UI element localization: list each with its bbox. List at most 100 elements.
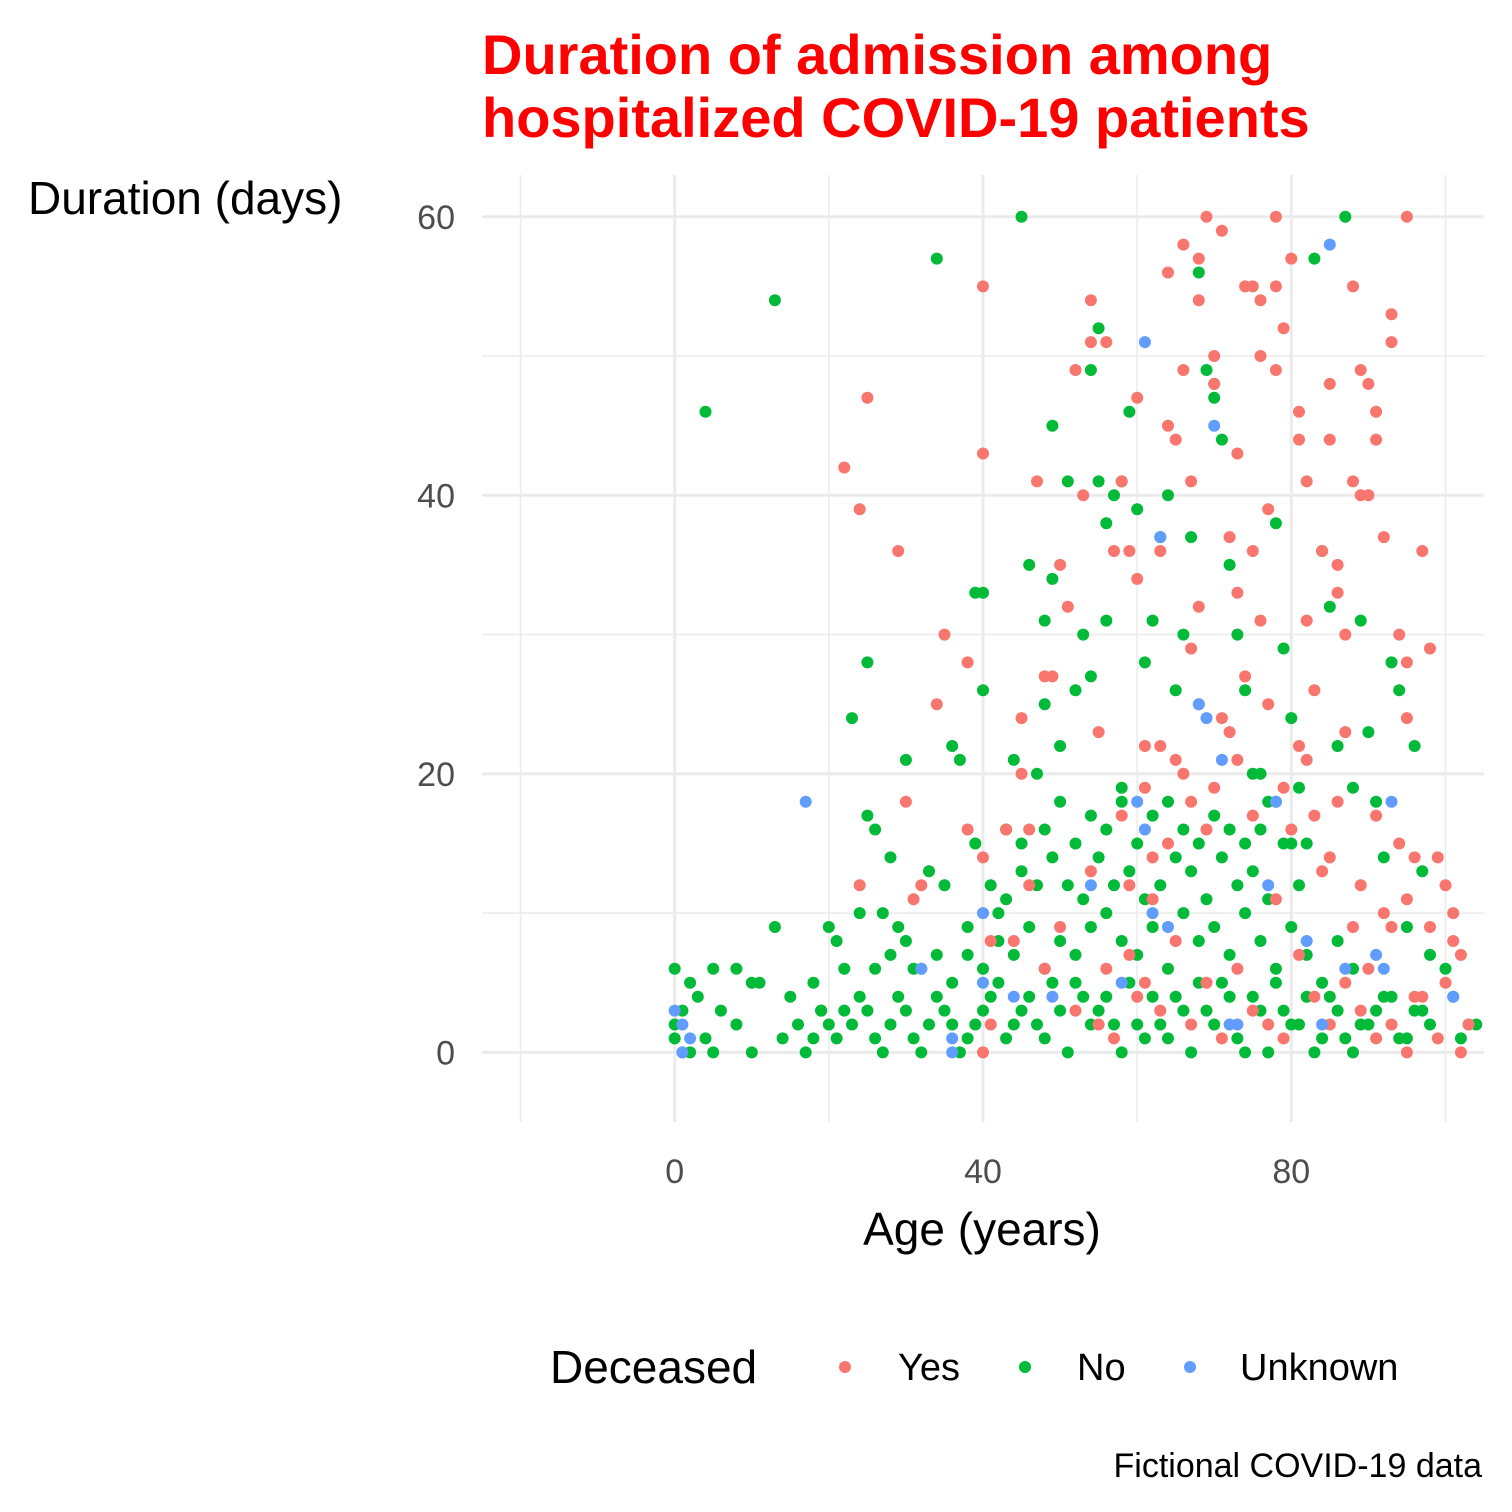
data-point-no bbox=[691, 990, 704, 1003]
data-point-no bbox=[899, 935, 912, 947]
data-point-yes bbox=[1400, 210, 1413, 223]
data-point-no bbox=[861, 656, 874, 669]
data-point-no bbox=[1169, 990, 1182, 1003]
data-point-no bbox=[1370, 795, 1383, 808]
data-point-no bbox=[1115, 795, 1128, 808]
data-point-yes bbox=[1123, 948, 1136, 961]
data-point-unknown bbox=[676, 1046, 689, 1059]
data-point-yes bbox=[1146, 851, 1159, 864]
data-point-yes bbox=[853, 879, 866, 892]
data-point-no bbox=[1208, 391, 1221, 404]
data-point-no bbox=[892, 921, 905, 933]
data-point-yes bbox=[1092, 726, 1105, 739]
data-point-no bbox=[1046, 572, 1059, 585]
legend-key-yes bbox=[839, 1361, 851, 1373]
data-point-yes bbox=[977, 851, 989, 864]
data-point-unknown bbox=[915, 962, 928, 975]
data-point-no bbox=[1223, 948, 1236, 961]
data-point-no bbox=[853, 907, 866, 920]
data-point-yes bbox=[1462, 1018, 1475, 1031]
data-point-unknown bbox=[946, 1032, 959, 1045]
data-point-no bbox=[869, 1032, 882, 1045]
data-point-no bbox=[1316, 976, 1329, 989]
data-point-yes bbox=[1439, 976, 1452, 989]
data-point-yes bbox=[1293, 405, 1305, 418]
data-point-no bbox=[1162, 489, 1174, 502]
data-point-yes bbox=[1362, 489, 1375, 502]
data-point-yes bbox=[1269, 280, 1282, 293]
data-point-no bbox=[1277, 642, 1290, 655]
data-point-no bbox=[784, 990, 797, 1003]
data-point-no bbox=[1146, 809, 1159, 822]
data-point-yes bbox=[1162, 419, 1174, 432]
data-point-no bbox=[1285, 712, 1298, 725]
data-point-yes bbox=[1323, 377, 1336, 390]
data-point-no bbox=[892, 990, 905, 1003]
data-point-yes bbox=[1031, 475, 1043, 488]
data-point-no bbox=[1177, 823, 1190, 836]
data-point-no bbox=[1146, 990, 1159, 1003]
data-point-no bbox=[1347, 1046, 1359, 1059]
data-point-yes bbox=[1262, 1018, 1275, 1031]
data-point-yes bbox=[1300, 475, 1313, 488]
data-point-unknown bbox=[1215, 753, 1228, 766]
data-point-no bbox=[1115, 1046, 1128, 1059]
data-point-yes bbox=[838, 461, 851, 474]
data-point-yes bbox=[1223, 531, 1236, 544]
data-point-yes bbox=[1223, 726, 1236, 739]
data-point-yes bbox=[1416, 990, 1429, 1003]
data-point-yes bbox=[1424, 642, 1436, 655]
data-point-unknown bbox=[1323, 238, 1336, 251]
data-point-yes bbox=[1431, 1032, 1444, 1045]
data-point-no bbox=[1169, 684, 1182, 697]
data-point-yes bbox=[984, 935, 997, 947]
data-point-no bbox=[776, 1032, 789, 1045]
data-point-no bbox=[1185, 865, 1198, 878]
data-point-no bbox=[1162, 795, 1174, 808]
data-point-unknown bbox=[1208, 419, 1221, 432]
data-point-yes bbox=[1300, 753, 1313, 766]
data-point-yes bbox=[1354, 364, 1367, 376]
data-point-no bbox=[1362, 726, 1375, 739]
data-point-yes bbox=[861, 391, 874, 404]
data-point-yes bbox=[1231, 447, 1244, 460]
y-tick-label: 0 bbox=[436, 1034, 455, 1072]
data-point-no bbox=[1177, 907, 1190, 920]
data-point-unknown bbox=[676, 1018, 689, 1031]
data-point-yes bbox=[1084, 865, 1097, 878]
data-point-no bbox=[1393, 684, 1406, 697]
data-point-unknown bbox=[1115, 976, 1128, 989]
data-point-no bbox=[1015, 837, 1028, 850]
data-point-yes bbox=[1123, 879, 1136, 892]
data-point-yes bbox=[1400, 893, 1413, 906]
data-point-yes bbox=[1185, 1018, 1198, 1031]
data-point-yes bbox=[1084, 336, 1097, 349]
data-point-no bbox=[1262, 1046, 1275, 1059]
data-point-no bbox=[1277, 1004, 1290, 1017]
data-point-yes bbox=[1393, 628, 1406, 641]
data-point-yes bbox=[1416, 545, 1429, 557]
data-point-yes bbox=[1277, 322, 1290, 335]
data-point-yes bbox=[1054, 558, 1067, 571]
data-point-no bbox=[1177, 628, 1190, 641]
data-point-no bbox=[730, 1018, 743, 1031]
data-point-yes bbox=[1393, 837, 1406, 850]
data-point-yes bbox=[1169, 935, 1182, 947]
data-point-no bbox=[1370, 1004, 1383, 1017]
data-point-no bbox=[753, 976, 766, 989]
data-point-yes bbox=[1254, 294, 1267, 307]
data-point-no bbox=[1046, 419, 1059, 432]
data-point-unknown bbox=[668, 1004, 681, 1017]
data-point-no bbox=[1200, 1004, 1213, 1017]
data-point-yes bbox=[1323, 433, 1336, 446]
data-point-yes bbox=[1000, 823, 1013, 836]
data-point-no bbox=[830, 1032, 843, 1045]
data-point-no bbox=[1100, 517, 1113, 530]
data-point-no bbox=[1215, 976, 1228, 989]
data-point-no bbox=[876, 907, 889, 920]
data-point-no bbox=[1031, 1018, 1043, 1031]
data-point-no bbox=[815, 1004, 828, 1017]
data-point-yes bbox=[1269, 364, 1282, 376]
data-point-yes bbox=[1354, 879, 1367, 892]
data-point-no bbox=[1069, 684, 1082, 697]
